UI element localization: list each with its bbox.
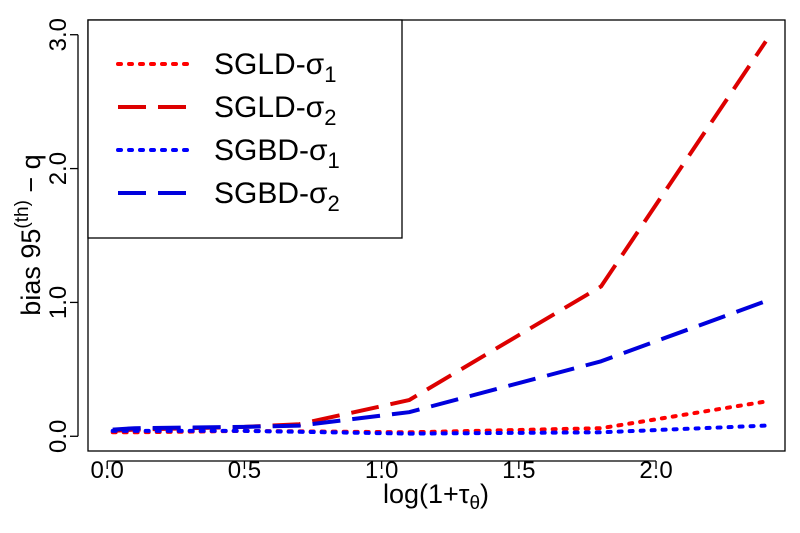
y-tick-label: 0.0 xyxy=(45,420,72,453)
legend-label-1: SGLD-σ1 xyxy=(214,48,336,87)
legend-label-sub: 1 xyxy=(328,148,340,173)
y-tick-label: 3.0 xyxy=(45,18,72,51)
x-tick-label: 2.0 xyxy=(639,457,672,484)
x-tick-label: 1.5 xyxy=(502,457,535,484)
legend-label-main: SGLD-σ xyxy=(214,91,325,124)
y-axis-label-prefix: bias 95 xyxy=(16,229,46,316)
series-line-1 xyxy=(110,399,768,435)
x-axis-label-main: log(1+τ xyxy=(383,479,470,509)
legend-label-main: SGBD-σ xyxy=(214,177,328,210)
y-tick-label: 1.0 xyxy=(45,286,72,319)
y-tick-label: 2.0 xyxy=(45,152,72,185)
x-axis-label: log(1+τθ) xyxy=(383,479,489,514)
y-axis-label-sup: (th) xyxy=(12,200,33,229)
legend-label-4: SGBD-σ2 xyxy=(214,177,340,216)
legend-box xyxy=(87,19,403,239)
axes-layer: 0.0 0.5 1.0 1.5 2.0 0.0 1.0 2.0 3.0 xyxy=(45,18,673,484)
x-tick-label: 0.5 xyxy=(228,457,261,484)
series-line-3 xyxy=(110,423,768,436)
y-axis-label-suffix: − q xyxy=(16,154,46,200)
x-tick-label: 1.0 xyxy=(365,457,398,484)
legend-label-sub: 2 xyxy=(324,105,336,130)
x-axis-label-sub: θ xyxy=(469,493,480,514)
lines-layer xyxy=(110,40,768,436)
legend-label-sub: 2 xyxy=(328,191,340,216)
legend-label-main: SGLD-σ xyxy=(214,48,325,81)
legend-label-2: SGLD-σ2 xyxy=(214,91,336,130)
x-tick-label: 0.0 xyxy=(91,457,124,484)
series-line-4 xyxy=(112,299,767,432)
legend-label-main: SGBD-σ xyxy=(214,134,328,167)
legend-label-3: SGBD-σ1 xyxy=(214,134,340,173)
y-axis-label: bias 95(th) − q xyxy=(12,154,46,315)
legend-label-sub: 1 xyxy=(324,62,336,87)
x-axis-label-close: ) xyxy=(480,479,489,509)
